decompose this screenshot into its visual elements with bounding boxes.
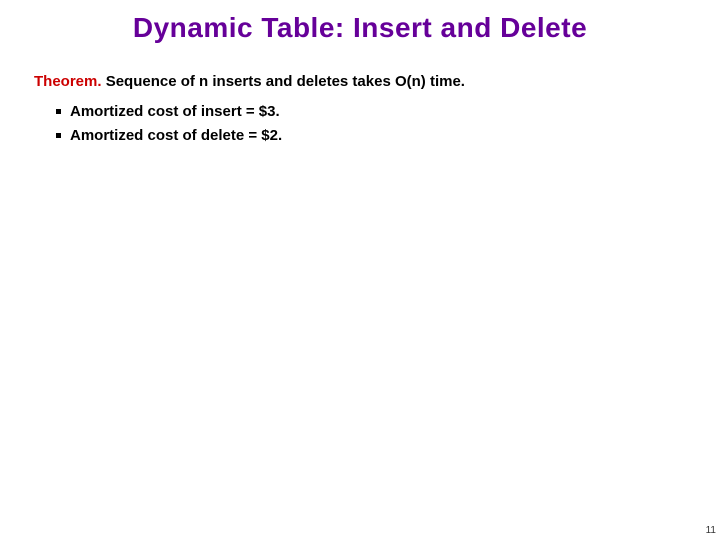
list-item: Amortized cost of delete = $2. xyxy=(56,124,686,148)
bullet-list: Amortized cost of insert = $3. Amortized… xyxy=(34,100,686,148)
page-number: 11 xyxy=(706,525,716,536)
slide: Dynamic Table: Insert and Delete Theorem… xyxy=(0,0,720,540)
theorem-line: Theorem. Sequence of n inserts and delet… xyxy=(34,72,686,92)
slide-body: Theorem. Sequence of n inserts and delet… xyxy=(34,72,686,148)
theorem-statement: Sequence of n inserts and deletes takes … xyxy=(106,73,465,90)
theorem-label: Theorem. xyxy=(34,73,102,90)
list-item: Amortized cost of insert = $3. xyxy=(56,100,686,124)
slide-title: Dynamic Table: Insert and Delete xyxy=(0,12,720,44)
